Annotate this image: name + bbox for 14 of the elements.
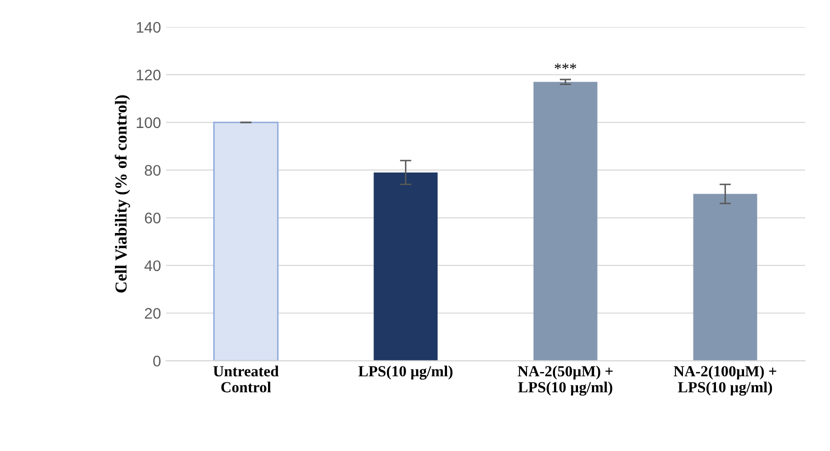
y-tick-label: 120 (136, 70, 161, 80)
y-tick-label: 60 (144, 212, 161, 224)
x-tick-label: Untreated Control (213, 366, 279, 392)
y-tick-label: 20 (144, 308, 161, 319)
x-tick-label: LPS(10 µg/ml) (358, 366, 452, 380)
y-tick-label: 80 (144, 164, 161, 176)
y-axis-title: Cell Viability (% of control) (114, 95, 130, 292)
x-tick-label: NA-2(100µM) + LPS(10 µg/ml) (674, 366, 776, 396)
y-tick-label: 0 (153, 356, 161, 366)
y-tick-label: 140 (136, 22, 161, 33)
x-tick-label: NA-2(50µM) + LPS(10 µg/ml) (518, 366, 613, 396)
y-tick-label: 40 (144, 260, 161, 272)
y-tick-label: 100 (136, 117, 161, 128)
annotation: *** (554, 63, 576, 70)
